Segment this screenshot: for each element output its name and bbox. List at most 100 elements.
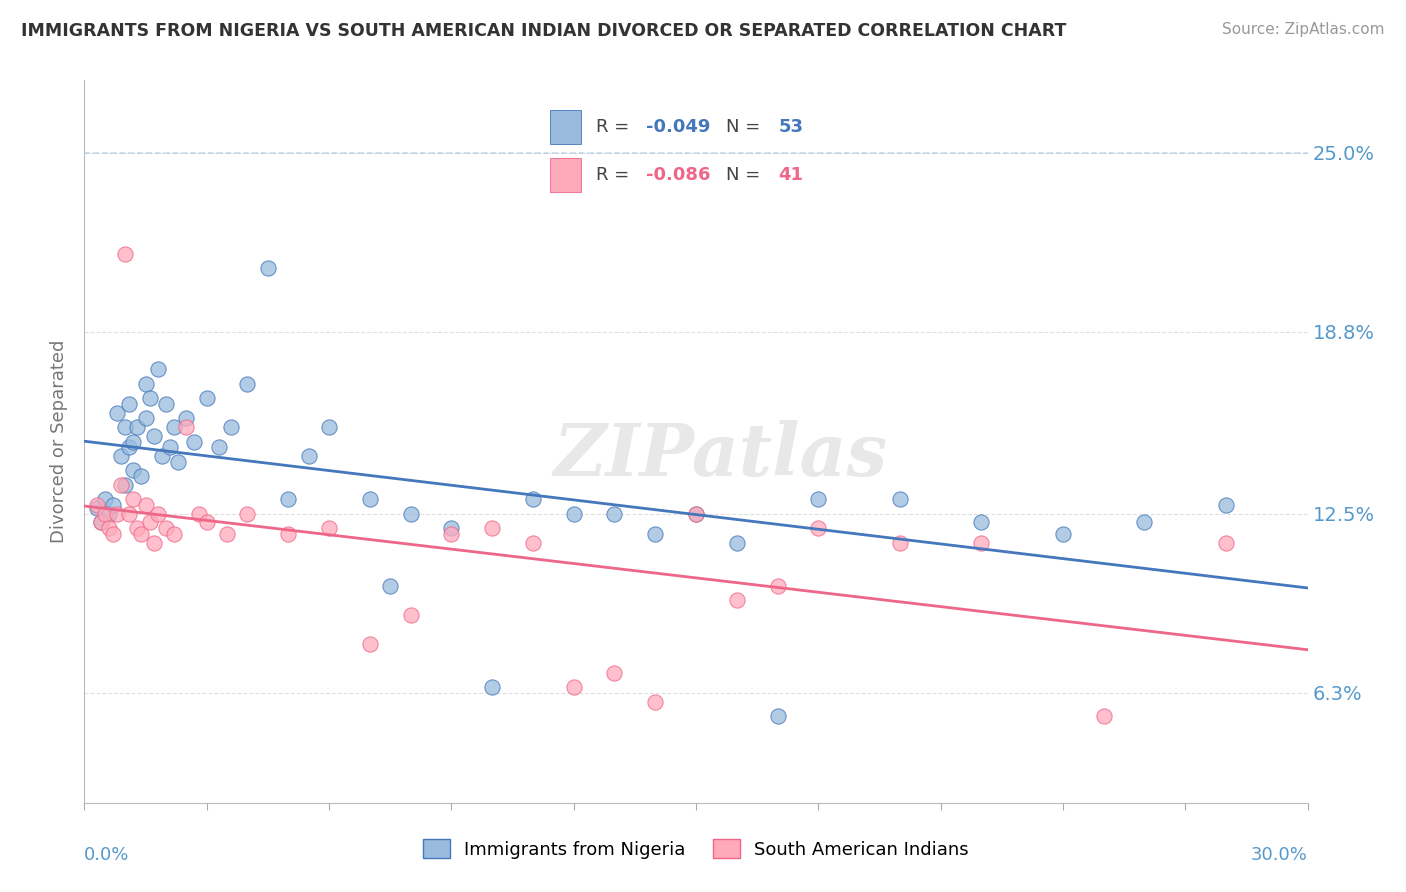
Point bbox=[440, 527, 463, 541]
Point bbox=[90, 516, 112, 530]
Point bbox=[163, 420, 186, 434]
Point bbox=[766, 579, 789, 593]
Point bbox=[1092, 709, 1115, 723]
Text: -0.049: -0.049 bbox=[645, 118, 710, 136]
Point bbox=[86, 498, 108, 512]
Point bbox=[766, 709, 789, 723]
Point bbox=[131, 469, 153, 483]
Point bbox=[889, 535, 911, 549]
Point bbox=[318, 521, 340, 535]
Point bbox=[114, 420, 136, 434]
Point bbox=[135, 376, 157, 391]
Text: 30.0%: 30.0% bbox=[1251, 847, 1308, 864]
Point bbox=[1215, 498, 1237, 512]
Point bbox=[163, 527, 186, 541]
Point bbox=[101, 527, 124, 541]
Text: N =: N = bbox=[725, 166, 766, 184]
Point bbox=[236, 376, 259, 391]
Point bbox=[195, 391, 218, 405]
Point bbox=[114, 478, 136, 492]
Point bbox=[318, 420, 340, 434]
Point bbox=[122, 463, 145, 477]
Text: 0.0%: 0.0% bbox=[84, 847, 129, 864]
Bar bbox=[550, 158, 581, 193]
Point bbox=[562, 680, 585, 694]
Point bbox=[127, 521, 149, 535]
Point bbox=[146, 362, 169, 376]
Point bbox=[183, 434, 205, 449]
Point bbox=[93, 492, 115, 507]
Point bbox=[725, 593, 748, 607]
Point bbox=[644, 695, 666, 709]
Point bbox=[135, 411, 157, 425]
Point bbox=[399, 507, 422, 521]
Legend: Immigrants from Nigeria, South American Indians: Immigrants from Nigeria, South American … bbox=[416, 832, 976, 866]
Point bbox=[1215, 535, 1237, 549]
Point bbox=[277, 527, 299, 541]
Point bbox=[135, 498, 157, 512]
Point bbox=[399, 607, 422, 622]
Text: 41: 41 bbox=[779, 166, 804, 184]
Point bbox=[127, 420, 149, 434]
Point bbox=[90, 516, 112, 530]
Point bbox=[93, 507, 115, 521]
Point bbox=[195, 516, 218, 530]
Point bbox=[97, 507, 120, 521]
Point bbox=[159, 440, 181, 454]
Point bbox=[1052, 527, 1074, 541]
Point bbox=[481, 680, 503, 694]
Bar bbox=[550, 110, 581, 145]
Point bbox=[970, 535, 993, 549]
Point bbox=[142, 429, 165, 443]
Point bbox=[970, 516, 993, 530]
Point bbox=[150, 449, 173, 463]
Point bbox=[155, 397, 177, 411]
Point bbox=[807, 492, 830, 507]
Text: R =: R = bbox=[596, 166, 636, 184]
Point bbox=[146, 507, 169, 521]
Point bbox=[110, 478, 132, 492]
Point bbox=[725, 535, 748, 549]
Point bbox=[359, 637, 381, 651]
Point bbox=[562, 507, 585, 521]
Point bbox=[1133, 516, 1156, 530]
Text: -0.086: -0.086 bbox=[645, 166, 710, 184]
Point bbox=[522, 535, 544, 549]
Point bbox=[219, 420, 242, 434]
Point bbox=[644, 527, 666, 541]
Point bbox=[359, 492, 381, 507]
Point bbox=[174, 420, 197, 434]
Point bbox=[298, 449, 321, 463]
Point bbox=[603, 507, 626, 521]
Point bbox=[101, 498, 124, 512]
Point bbox=[142, 535, 165, 549]
Text: IMMIGRANTS FROM NIGERIA VS SOUTH AMERICAN INDIAN DIVORCED OR SEPARATED CORRELATI: IMMIGRANTS FROM NIGERIA VS SOUTH AMERICA… bbox=[21, 22, 1067, 40]
Point bbox=[122, 434, 145, 449]
Point bbox=[118, 397, 141, 411]
Point bbox=[236, 507, 259, 521]
Point bbox=[167, 455, 190, 469]
Point bbox=[603, 665, 626, 680]
Point bbox=[138, 516, 160, 530]
Point bbox=[257, 261, 280, 276]
Point bbox=[889, 492, 911, 507]
Point bbox=[174, 411, 197, 425]
Text: Source: ZipAtlas.com: Source: ZipAtlas.com bbox=[1222, 22, 1385, 37]
Point bbox=[208, 440, 231, 454]
Point bbox=[122, 492, 145, 507]
Point bbox=[187, 507, 209, 521]
Point bbox=[217, 527, 239, 541]
Point bbox=[118, 507, 141, 521]
Text: ZIPatlas: ZIPatlas bbox=[554, 420, 887, 491]
Point bbox=[807, 521, 830, 535]
Point bbox=[685, 507, 707, 521]
Point bbox=[110, 449, 132, 463]
Point bbox=[685, 507, 707, 521]
Point bbox=[131, 527, 153, 541]
Point bbox=[380, 579, 402, 593]
Text: R =: R = bbox=[596, 118, 636, 136]
Point bbox=[277, 492, 299, 507]
Point bbox=[86, 501, 108, 516]
Text: 53: 53 bbox=[779, 118, 804, 136]
Point bbox=[155, 521, 177, 535]
